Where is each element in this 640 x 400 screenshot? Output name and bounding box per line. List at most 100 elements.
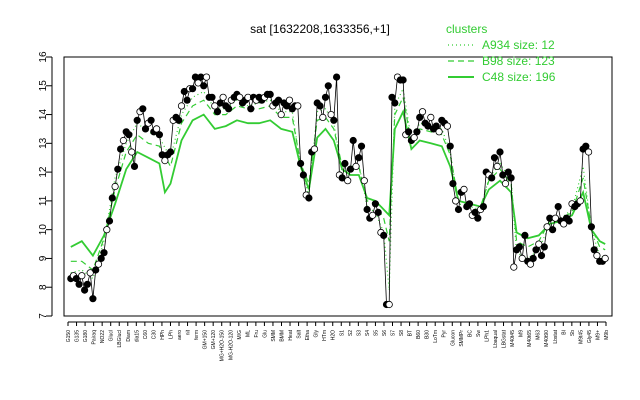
legend-label: C48 size: 196 — [482, 70, 556, 84]
data-point — [75, 280, 83, 288]
data-point — [460, 185, 468, 193]
x-tick-label: S5 — [373, 330, 379, 336]
data-point — [219, 93, 227, 101]
data-point — [130, 162, 139, 170]
x-tick-label: B30 — [425, 330, 431, 339]
data-point — [319, 113, 327, 122]
x-tick-label: S8 — [399, 330, 405, 336]
x-tick-label: Fru — [254, 330, 260, 338]
x-tick-label: aero — [177, 330, 183, 340]
x-tick-label: LBGlucl — [117, 330, 123, 348]
x-tick-label: BT — [408, 330, 414, 336]
x-tick-label: M40t65 — [527, 330, 533, 347]
x-tick-label: Glu — [262, 330, 268, 338]
data-point — [330, 116, 338, 124]
x-tick-label: Etha — [305, 330, 311, 341]
legend: clusters A934 size: 12 B98 size: 123 C48 s… — [446, 22, 556, 84]
plot-frame — [63, 56, 613, 317]
data-point — [213, 108, 222, 116]
data-point — [316, 102, 324, 110]
x-tick-label: Sw — [476, 330, 482, 337]
data-point — [100, 249, 108, 257]
x-tick-label: Diam — [126, 330, 132, 342]
data-point — [161, 157, 169, 165]
data-point — [153, 125, 161, 133]
x-tick-label: G150 — [66, 330, 72, 342]
data-point — [488, 174, 496, 182]
data-point — [518, 254, 526, 262]
data-point — [601, 254, 609, 262]
data-point — [515, 243, 524, 251]
data-point — [194, 79, 202, 87]
data-point — [147, 116, 155, 124]
x-tick-label: Gly45 — [587, 330, 593, 343]
x-tick-label: Lbstat — [553, 329, 559, 343]
x-tick-label: Lbaqual — [493, 330, 499, 348]
data-point — [324, 82, 332, 90]
data-point — [114, 165, 122, 173]
x-tick-label: BC — [467, 330, 473, 337]
x-tick-label: B60 — [416, 330, 422, 339]
data-point — [177, 102, 186, 110]
data-point — [72, 274, 80, 283]
x-tick-label: GM+150 — [203, 330, 209, 350]
x-tick-label: Salt — [297, 329, 303, 338]
data-point — [360, 177, 368, 185]
data-point — [465, 200, 474, 208]
data-point — [266, 90, 274, 99]
data-point — [155, 131, 163, 139]
data-point — [490, 154, 499, 162]
data-point — [274, 96, 283, 104]
x-tick-label: LBGstat — [502, 329, 508, 348]
data-point — [371, 200, 379, 208]
x-tick-label: M/G — [237, 330, 243, 340]
x-tick-label: MG+H2O-150 — [220, 330, 226, 361]
x-tick-label: BMM — [279, 330, 285, 342]
data-point — [119, 136, 128, 145]
data-point — [565, 217, 573, 225]
data-point — [189, 85, 197, 93]
x-tick-label: M9 — [519, 330, 525, 337]
data-point — [521, 231, 529, 239]
x-tick-label: SMMPr — [459, 330, 465, 347]
data-point — [211, 102, 219, 110]
x-tick-label: Heat — [288, 329, 294, 340]
data-point — [108, 194, 116, 202]
data-point — [175, 116, 183, 124]
data-point — [236, 93, 244, 101]
data-point — [89, 295, 97, 303]
data-point — [510, 263, 518, 271]
data-point — [532, 246, 540, 254]
data-point — [327, 111, 335, 119]
data-point — [332, 73, 341, 81]
data-point — [305, 194, 313, 202]
x-tick-label: Sb — [570, 330, 576, 336]
data-point — [208, 93, 216, 101]
data-point — [357, 142, 366, 150]
x-tick-label: S1 — [339, 330, 345, 336]
data-point — [501, 180, 510, 188]
data-point — [529, 254, 537, 262]
x-tick-label: ML — [245, 330, 251, 337]
data-point — [296, 159, 305, 168]
x-tick-label: M9b — [604, 330, 610, 340]
data-point — [380, 231, 388, 239]
data-point — [551, 214, 560, 222]
x-tick-label: S4 — [365, 330, 371, 336]
data-point — [133, 116, 141, 124]
data-point — [446, 142, 454, 150]
x-tick-label: S7 — [391, 330, 397, 336]
legend-label: B98 size: 123 — [482, 54, 555, 68]
data-point — [584, 148, 593, 156]
legend-label: A934 size: 12 — [482, 38, 555, 52]
y-tick-label: 15 — [38, 80, 49, 92]
data-point — [554, 203, 562, 211]
x-tick-label: GM+120 — [211, 330, 217, 350]
y-axis: 7 8 9 10 11 12 13 14 15 16 — [38, 51, 53, 319]
y-tick-label: 11 — [38, 195, 49, 206]
data-point — [247, 105, 255, 113]
data-point — [416, 113, 424, 122]
data-point — [499, 171, 507, 179]
data-point — [363, 205, 371, 214]
data-point — [141, 125, 150, 133]
